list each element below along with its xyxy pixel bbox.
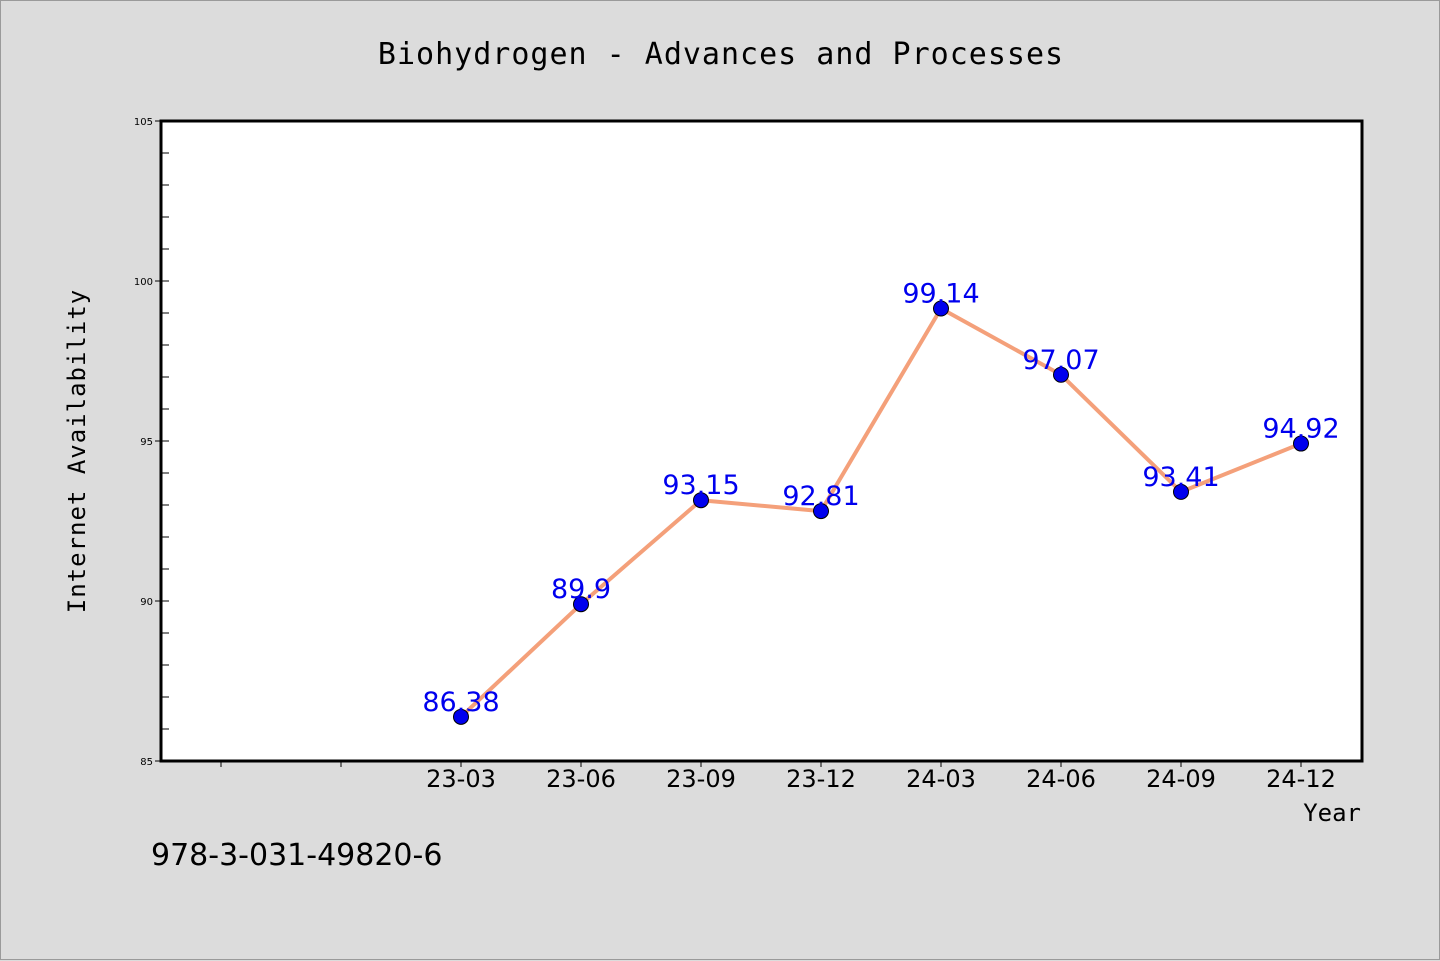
- data-value-label: 93.15: [662, 470, 739, 501]
- data-point-marker: [813, 503, 829, 520]
- data-point-marker: [453, 708, 469, 725]
- x-tick-label: 24-03: [906, 765, 976, 793]
- x-axis-ticks: 23-03 23-06 23-09 23-12 24-03 24-06 24-09 24-12: [220, 761, 1336, 793]
- data-labels: 86.38 89.9 93.15 92.81 99.14 97.07 93.41 94.92: [422, 279, 1339, 718]
- data-point-marker: [1173, 483, 1189, 500]
- x-tick-label: 23-06: [546, 765, 616, 793]
- x-tick-label: 24-06: [1026, 765, 1096, 793]
- x-axis-label: Year: [1303, 799, 1361, 827]
- data-point-marker: [573, 596, 589, 613]
- y-tick-label: 90: [140, 597, 153, 608]
- data-point-marker: [693, 492, 709, 509]
- y-axis-label: Internet Availability: [63, 289, 91, 613]
- data-point-marker: [1053, 366, 1069, 383]
- y-minor-ticks: [161, 120, 169, 762]
- series-line: [459, 306, 1302, 719]
- y-axis-ticks: 85 90 95 100 105: [134, 117, 161, 768]
- footnote-isbn: 978-3-031-49820-6: [151, 838, 442, 873]
- plot-area: [159, 119, 1364, 763]
- y-tick-label: 95: [140, 437, 153, 448]
- x-tick-label: 23-12: [786, 765, 856, 793]
- y-tick-label: 100: [134, 277, 153, 288]
- data-value-label: 86.38: [422, 687, 499, 718]
- series-markers: [453, 300, 1309, 725]
- x-tick-label: 24-12: [1266, 765, 1336, 793]
- x-tick-label: 23-03: [426, 765, 496, 793]
- data-value-label: 92.81: [782, 481, 859, 512]
- data-value-label: 97.07: [1022, 345, 1099, 376]
- y-tick-label: 105: [134, 117, 153, 128]
- data-value-label: 99.14: [902, 279, 979, 310]
- data-point-marker: [1293, 435, 1309, 452]
- y-tick-label: 85: [140, 757, 153, 768]
- x-tick-label: 23-09: [666, 765, 736, 793]
- data-value-label: 94.92: [1262, 414, 1339, 445]
- x-tick-label: 24-09: [1146, 765, 1216, 793]
- series-line-group: [459, 306, 1302, 719]
- data-value-label: 93.41: [1142, 462, 1219, 493]
- data-value-label: 89.9: [551, 574, 611, 605]
- chart-title: Biohydrogen - Advances and Processes: [378, 37, 1064, 72]
- data-point-marker: [933, 300, 949, 317]
